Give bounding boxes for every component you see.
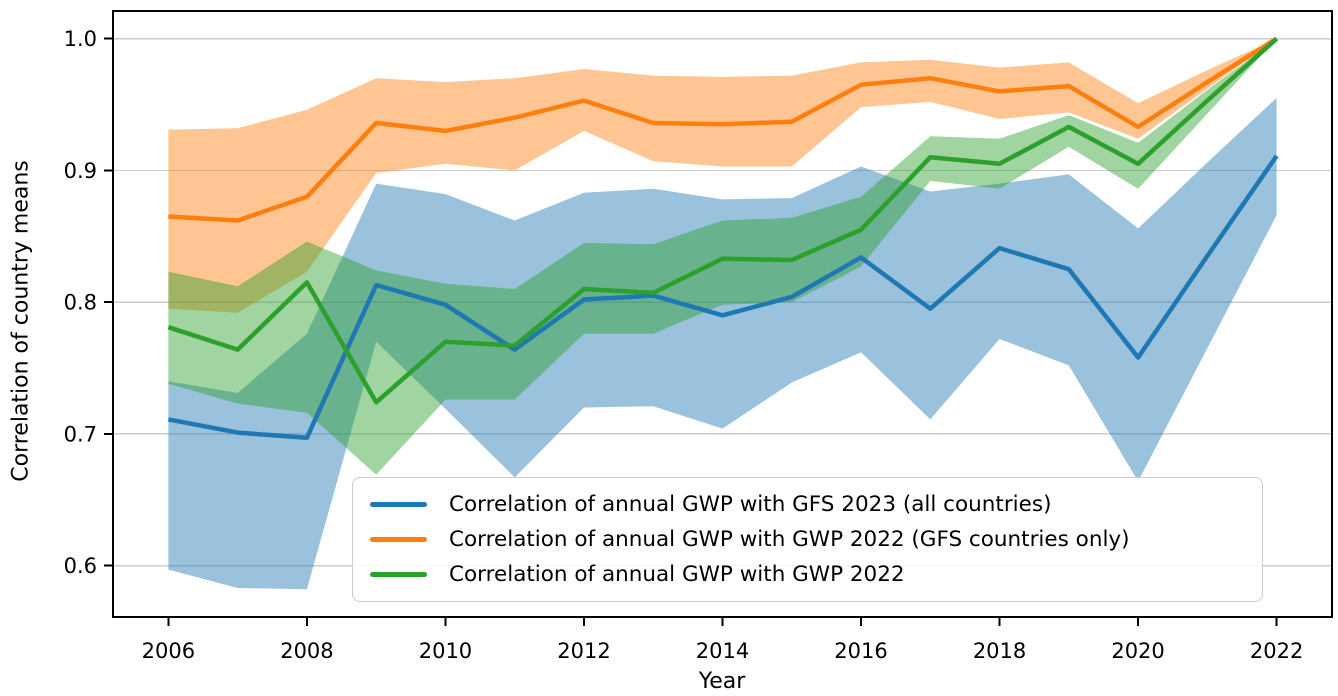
x-tick-label: 2016 [834, 639, 887, 663]
legend-label: Correlation of annual GWP with GWP 2022 … [449, 526, 1130, 552]
x-tick-label: 2022 [1250, 639, 1303, 663]
series-line-0 [167, 154, 1279, 441]
x-tick-label: 2006 [142, 639, 195, 663]
x-tick-label: 2012 [557, 639, 610, 663]
y-axis-label: Correlation of country means [8, 160, 34, 482]
y-tick-label: 0.9 [64, 159, 97, 183]
legend-line-swatch [370, 572, 427, 578]
x-tick-label: 2018 [973, 639, 1026, 663]
x-tick-label: 2010 [419, 639, 472, 663]
x-tick-label: 2014 [696, 639, 749, 663]
series-line-2 [167, 37, 1279, 405]
legend-item: Correlation of annual GWP with GFS 2023 … [370, 494, 1245, 516]
x-tick-label: 2020 [1111, 639, 1164, 663]
legend-line-swatch [370, 501, 427, 507]
x-axis-label: Year [698, 669, 746, 694]
x-tick-label: 2008 [280, 639, 333, 663]
confidence-band-0 [168, 97, 1277, 590]
y-tick-label: 0.8 [64, 291, 97, 315]
legend-line-swatch [370, 537, 427, 542]
legend-label: Correlation of annual GWP with GWP 2022 [449, 561, 905, 587]
legend-label: Correlation of annual GWP with GFS 2023 … [449, 491, 1052, 517]
y-tick-label: 0.6 [64, 554, 97, 578]
y-tick-label: 1.0 [64, 27, 97, 51]
legend-item: Correlation of annual GWP with GWP 2022 [370, 564, 1245, 586]
legend-item: Correlation of annual GWP with GWP 2022 … [370, 529, 1245, 551]
y-tick-label: 0.7 [64, 422, 97, 446]
legend: Correlation of annual GWP with GFS 2023 … [352, 477, 1263, 602]
series-line-1 [168, 36, 1278, 223]
confidence-band-1 [168, 38, 1277, 313]
